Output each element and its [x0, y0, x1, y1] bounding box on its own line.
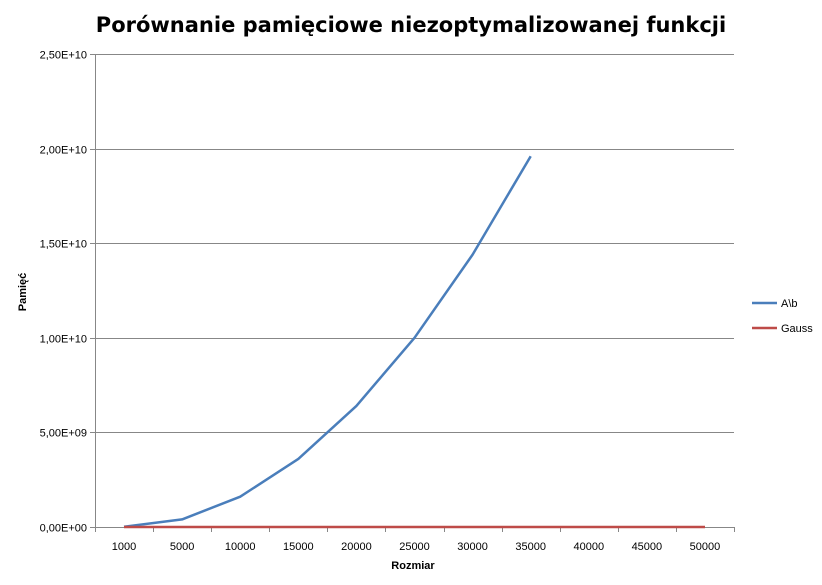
y-tick-label: 2,50E+10: [40, 50, 87, 62]
series-lines: [123, 155, 705, 529]
y-tick-label: 0,00E+00: [40, 523, 87, 535]
x-tick-label: 15000: [283, 541, 314, 553]
x-axis-label: Rozmiar: [391, 560, 435, 572]
x-tick-label: 25000: [399, 541, 430, 553]
x-tick-label: 50000: [690, 541, 721, 553]
y-axis-label: Pamięć: [17, 273, 29, 312]
gridlines: [95, 54, 734, 433]
x-tick-label: 20000: [341, 541, 372, 553]
y-tick-label: 2,00E+10: [40, 145, 87, 157]
y-tick-label: 1,50E+10: [40, 239, 87, 251]
series-line-a-b: [123, 155, 532, 529]
x-tick-label: 30000: [457, 541, 488, 553]
x-tick-labels: 1000 5000 10000 15000 20000 25000 30000 35000 40…: [112, 541, 720, 553]
y-tick-labels: 0,00E+00 5,00E+09 1,00E+10 1,50E+10 2,00E+10…: [40, 50, 87, 535]
y-tick-label: 5,00E+09: [40, 428, 87, 440]
y-tick-label: 1,00E+10: [40, 334, 87, 346]
legend: A\b Gauss: [752, 298, 813, 335]
x-tick-label: 45000: [632, 541, 663, 553]
x-tick-label: 10000: [225, 541, 256, 553]
x-tick-label: 5000: [170, 541, 194, 553]
axes: [90, 54, 735, 532]
chart-title: Porównanie pamięciowe niezoptymalizowane…: [96, 13, 726, 37]
x-tick-label: 1000: [112, 541, 136, 553]
legend-label: Gauss: [781, 323, 813, 335]
x-tick-label: 40000: [573, 541, 604, 553]
legend-label: A\b: [781, 298, 798, 310]
x-tick-label: 35000: [515, 541, 546, 553]
